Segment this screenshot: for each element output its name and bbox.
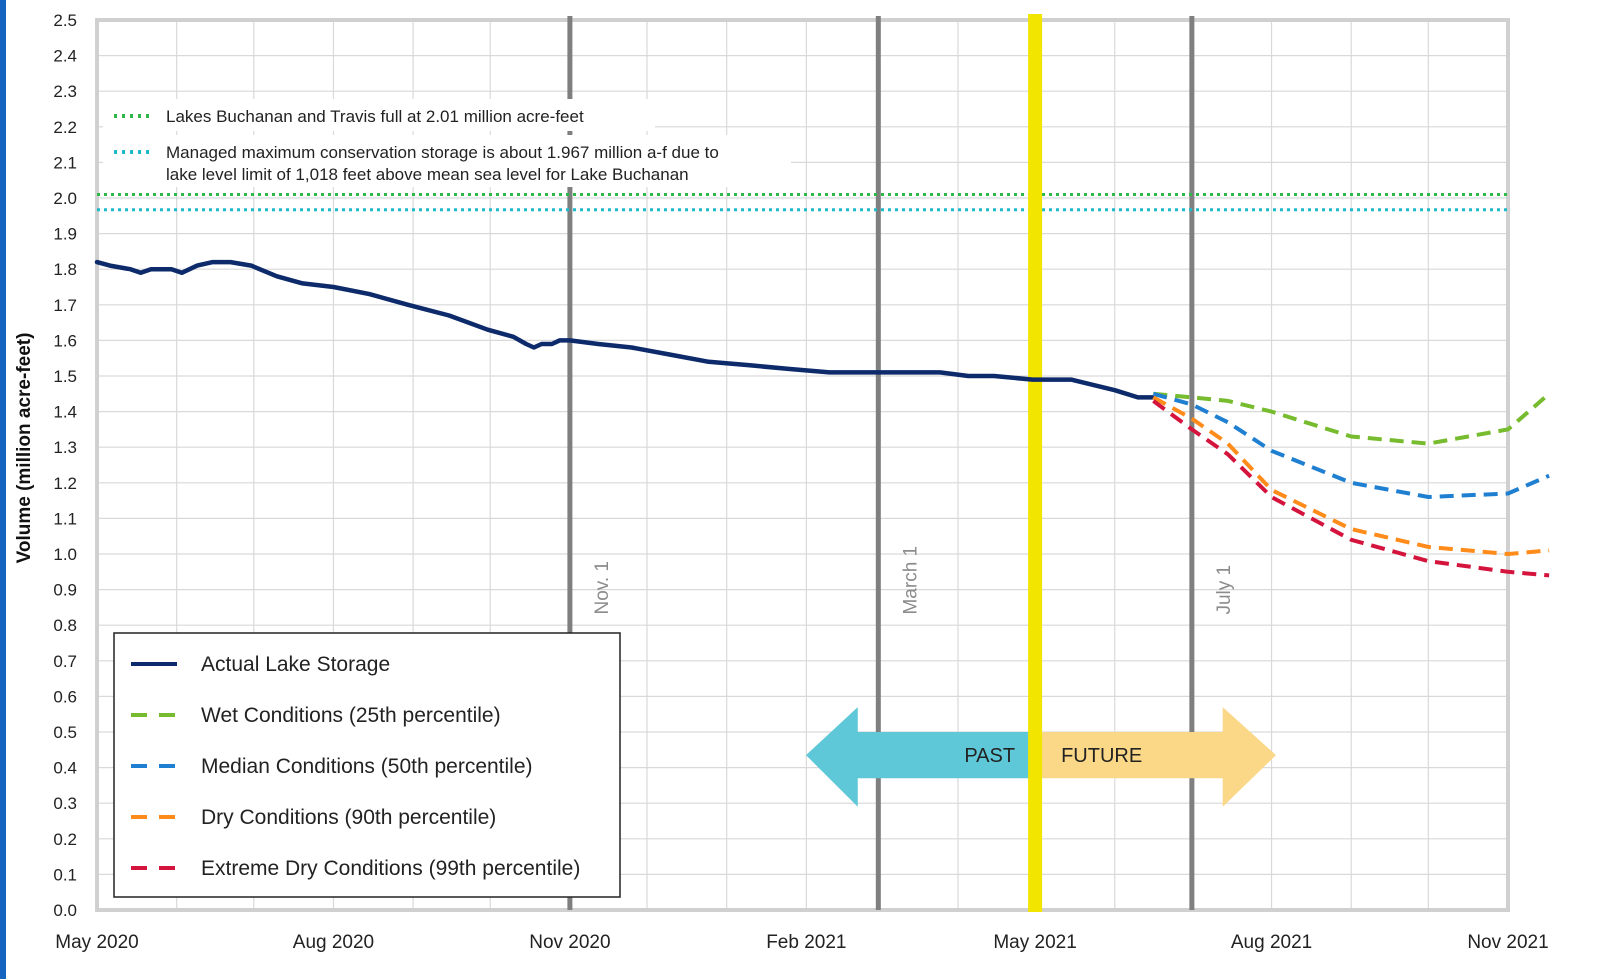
future-arrow: [1035, 707, 1276, 807]
page-left-edge: [0, 0, 6, 979]
legend: Actual Lake Storage Wet Conditions (25th …: [113, 632, 621, 898]
x-tick-label: Feb 2021: [766, 932, 846, 953]
y-tick-label: 0.5: [53, 723, 77, 742]
past-label: PAST: [964, 745, 1015, 767]
x-tick-label: Aug 2020: [293, 932, 374, 953]
past-arrow: [806, 707, 1036, 807]
reference-legend-box: [103, 99, 655, 131]
y-tick-label: 1.1: [53, 509, 77, 528]
y-tick-label: 1.6: [53, 331, 77, 350]
y-axis-label: Volume (million acre-feet): [14, 333, 35, 564]
legend-label-2: Median Conditions (50th percentile): [201, 755, 533, 778]
axes: 0.0 0.1 0.2 0.3 0.4 0.5 0.6 0.7 0.8 0.9 1.0 1.1 1.2 1…: [53, 11, 1548, 953]
y-tick-label: 1.5: [53, 367, 77, 386]
y-tick-label: 0.4: [53, 759, 77, 778]
y-tick-label: 1.8: [53, 260, 77, 279]
plot-frame: [95, 18, 1510, 912]
y-tick-label: 2.4: [53, 47, 77, 66]
legend-label-1: Wet Conditions (25th percentile): [201, 704, 501, 727]
marker-label: March 1: [900, 546, 921, 615]
legend-label-0: Actual Lake Storage: [201, 653, 390, 676]
marker-label: Nov. 1: [592, 561, 613, 615]
reference-label: Managed maximum conservation storage is …: [166, 143, 719, 162]
y-tick-label: 2.1: [53, 153, 77, 172]
x-tick-label: Nov 2020: [529, 932, 610, 953]
legend-label-4: Extreme Dry Conditions (99th percentile): [201, 857, 580, 880]
reference-label-line2: lake level limit of 1,018 feet above mea…: [166, 165, 689, 184]
series-line-0: [94, 259, 1156, 400]
series-line-3: [1152, 395, 1550, 556]
x-tick-label: May 2021: [993, 932, 1076, 953]
y-tick-label: 1.7: [53, 296, 77, 315]
y-tick-label: 1.4: [53, 403, 77, 422]
y-tick-label: 0.2: [53, 830, 77, 849]
x-tick-label: Nov 2021: [1467, 932, 1548, 953]
series-line-2: [1152, 391, 1550, 499]
y-tick-label: 2.3: [53, 82, 77, 101]
y-tick-label: 0.1: [53, 865, 77, 884]
y-tick-label: 1.2: [53, 474, 77, 493]
x-tick-label: May 2020: [55, 932, 138, 953]
legend-box: [113, 632, 621, 898]
future-label: FUTURE: [1061, 745, 1142, 767]
x-tick-label: Aug 2021: [1231, 932, 1312, 953]
series-line-1: [1153, 391, 1551, 446]
series-lines: [94, 259, 1551, 578]
reference-legend-box: [103, 135, 791, 187]
y-tick-label: 0.9: [53, 581, 77, 600]
reference-legend: Lakes Buchanan and Travis full at 2.01 m…: [103, 99, 791, 187]
y-tick-label: 1.0: [53, 545, 77, 564]
y-tick-label: 1.3: [53, 438, 77, 457]
y-tick-label: 0.0: [53, 901, 77, 920]
reference-label: Lakes Buchanan and Travis full at 2.01 m…: [166, 107, 584, 126]
y-tick-label: 1.9: [53, 225, 77, 244]
series-line-4: [1152, 399, 1550, 578]
y-tick-label: 0.7: [53, 652, 77, 671]
y-tick-label: 2.5: [53, 11, 77, 30]
marker-label: July 1: [1214, 565, 1235, 615]
y-tick-label: 2.2: [53, 118, 77, 137]
y-tick-label: 0.3: [53, 794, 77, 813]
y-tick-label: 2.0: [53, 189, 77, 208]
y-tick-label: 0.8: [53, 616, 77, 635]
y-tick-label: 0.6: [53, 687, 77, 706]
legend-label-3: Dry Conditions (90th percentile): [201, 806, 496, 829]
past-future-arrows: PAST FUTURE: [806, 14, 1276, 912]
